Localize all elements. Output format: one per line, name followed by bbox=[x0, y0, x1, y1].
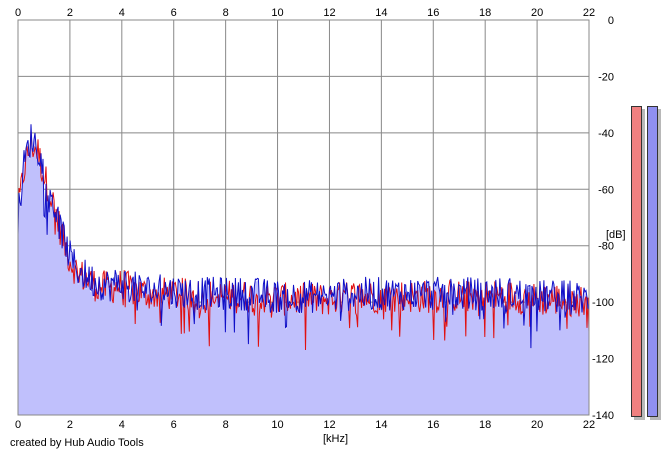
x-tick-label-top: 18 bbox=[479, 7, 491, 19]
x-tick-label-top: 10 bbox=[271, 7, 283, 19]
series-right-channel-line bbox=[17, 124, 590, 349]
x-tick-label-top: 14 bbox=[375, 7, 387, 19]
x-tick-label-top: 12 bbox=[323, 7, 335, 19]
x-tick-label-bottom: 16 bbox=[427, 419, 439, 431]
y-tick-label: -140 bbox=[592, 410, 614, 422]
y-tick-label: -20 bbox=[598, 71, 614, 83]
x-tick-label-top: 2 bbox=[67, 7, 73, 19]
x-tick-label-bottom: 6 bbox=[171, 419, 177, 431]
plot-frame bbox=[17, 19, 590, 416]
x-tick-label-top: 8 bbox=[223, 7, 229, 19]
x-tick-label-bottom: 22 bbox=[583, 419, 595, 431]
x-tick-label-bottom: 10 bbox=[271, 419, 283, 431]
x-tick-label-bottom: 14 bbox=[375, 419, 387, 431]
y-tick-label: 0 bbox=[608, 15, 614, 27]
x-tick-label-top: 0 bbox=[15, 7, 21, 19]
y-tick-label: -40 bbox=[598, 128, 614, 140]
x-tick-label-top: 16 bbox=[427, 7, 439, 19]
y-tick-label: -120 bbox=[592, 354, 614, 366]
x-tick-label-bottom: 0 bbox=[15, 419, 21, 431]
x-tick-label-bottom: 4 bbox=[119, 419, 125, 431]
spectrum-series bbox=[17, 124, 590, 351]
right-channel-level-meter bbox=[647, 106, 658, 417]
x-tick-label-top: 4 bbox=[119, 7, 125, 19]
credit-text: created by Hub Audio Tools bbox=[10, 437, 144, 449]
series-left-channel-line bbox=[17, 131, 590, 351]
y-axis-unit-label: [dB] bbox=[606, 229, 626, 241]
x-tick-label-bottom: 2 bbox=[67, 419, 73, 431]
spectrum-fill bbox=[18, 126, 589, 416]
spectrum-fill-area bbox=[18, 126, 589, 416]
x-tick-label-bottom: 20 bbox=[531, 419, 543, 431]
y-tick-label: -80 bbox=[598, 241, 614, 253]
x-axis-unit-label: [kHz] bbox=[323, 433, 348, 445]
y-tick-label: -100 bbox=[592, 297, 614, 309]
x-tick-label-top: 6 bbox=[171, 7, 177, 19]
y-tick-label: -60 bbox=[598, 184, 614, 196]
x-tick-label-bottom: 12 bbox=[323, 419, 335, 431]
left-channel-level-meter bbox=[631, 106, 642, 417]
x-tick-label-top: 22 bbox=[583, 7, 595, 19]
x-tick-label-top: 20 bbox=[531, 7, 543, 19]
x-tick-label-bottom: 8 bbox=[223, 419, 229, 431]
y-tick-labels: 0 -20 -40 -60 -80 -100 -120 -140 bbox=[592, 15, 614, 422]
x-tick-label-bottom: 18 bbox=[479, 419, 491, 431]
